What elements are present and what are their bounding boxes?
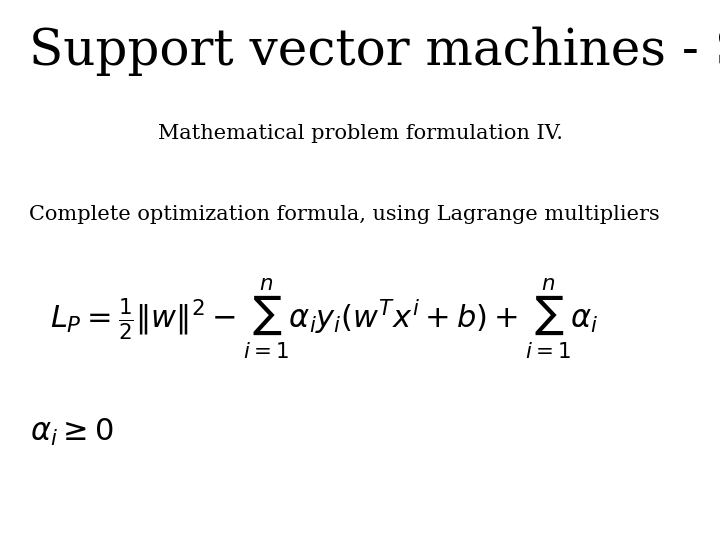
Text: $\alpha_i \geq 0$: $\alpha_i \geq 0$ bbox=[30, 416, 114, 448]
Text: Support vector machines - SVM VII.: Support vector machines - SVM VII. bbox=[29, 27, 720, 77]
Text: Mathematical problem formulation IV.: Mathematical problem formulation IV. bbox=[158, 124, 562, 143]
Text: $L_P = \frac{1}{2}\| w \|^2 - \sum_{i=1}^{n} \alpha_i y_i (w^T x^i + b) + \sum_{: $L_P = \frac{1}{2}\| w \|^2 - \sum_{i=1}… bbox=[50, 276, 598, 361]
Text: Complete optimization formula, using Lagrange multipliers: Complete optimization formula, using Lag… bbox=[29, 205, 660, 224]
